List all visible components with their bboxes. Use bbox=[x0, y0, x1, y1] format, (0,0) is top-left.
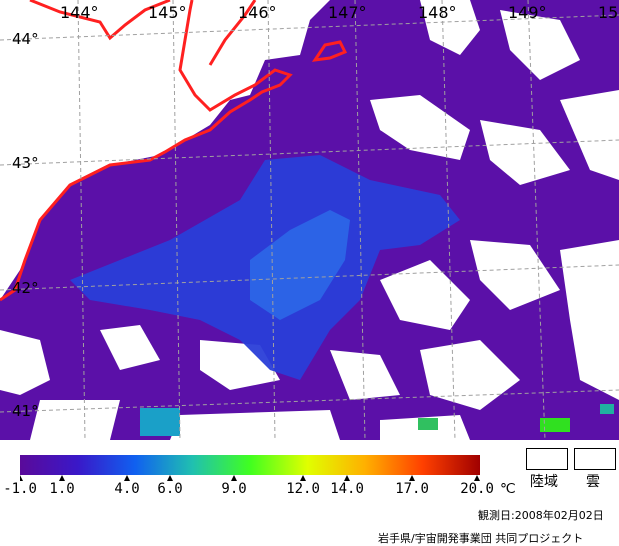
colorbar-tick-label: 6.0 bbox=[157, 481, 183, 497]
graticule bbox=[0, 0, 619, 440]
coastline-island bbox=[311, 40, 348, 62]
land-swatch bbox=[526, 448, 568, 470]
colorbar-unit: ℃ bbox=[500, 481, 516, 497]
credit-line: 岩手県/宇宙開発事業団 共同プロジェクト bbox=[378, 532, 584, 545]
colorbar-tick-mark bbox=[409, 475, 415, 481]
colorbar-tick-mark bbox=[474, 475, 480, 481]
lon-label-147: 147° bbox=[328, 3, 367, 22]
land-label: 陸域 bbox=[530, 474, 558, 490]
colorbar-tick-mark bbox=[59, 475, 65, 481]
colorbar-tick-label: 20.0 bbox=[460, 481, 494, 497]
lat-label-42: 42° bbox=[12, 279, 39, 297]
lon-label-145: 145° bbox=[148, 3, 187, 22]
colorbar bbox=[20, 455, 480, 481]
cold-water-core bbox=[250, 210, 350, 320]
colorbar-tick-mark bbox=[231, 475, 237, 481]
colorbar-tick-mark bbox=[20, 475, 23, 481]
colorbar-tick-label: -1.0 bbox=[3, 481, 37, 497]
cloud-swatch bbox=[574, 448, 616, 470]
lat-label-44: 44° bbox=[12, 30, 39, 48]
colorbar-gradient bbox=[20, 455, 480, 475]
lon-label-149: 149° bbox=[508, 3, 547, 22]
lon-label-148: 148° bbox=[418, 3, 457, 22]
coastline-peninsula bbox=[208, 0, 257, 66]
colorbar-tick-mark bbox=[124, 475, 130, 481]
colorbar-tick-label: 1.0 bbox=[49, 481, 75, 497]
lat-label-43: 43° bbox=[12, 154, 39, 172]
colorbar-tick-label: 17.0 bbox=[395, 481, 429, 497]
colorbar-tick-marks bbox=[20, 475, 480, 481]
coastline-north bbox=[29, 0, 171, 41]
colorbar-tick-label: 14.0 bbox=[330, 481, 364, 497]
colorbar-tick-label: 9.0 bbox=[221, 481, 247, 497]
lon-label-150: 15 bbox=[598, 3, 618, 22]
lon-label-144: 144° bbox=[60, 3, 99, 22]
observation-date: 観測日:2008年02月02日 bbox=[478, 509, 604, 522]
lat-label-41: 41° bbox=[12, 402, 39, 420]
lon-label-146: 146° bbox=[238, 3, 277, 22]
colorbar-tick-label: 4.0 bbox=[114, 481, 140, 497]
colorbar-tick-label: 12.0 bbox=[286, 481, 320, 497]
coastline-hokkaido bbox=[0, 0, 293, 302]
warm-water-patches bbox=[140, 404, 614, 436]
colorbar-tick-mark bbox=[300, 475, 306, 481]
sea-surface-temperature-map: 144° 145° 146° 147° 148° 149° 15 44° 43°… bbox=[0, 0, 619, 440]
colorbar-tick-mark bbox=[344, 475, 350, 481]
cloud-label: 雲 bbox=[586, 474, 600, 490]
colorbar-tick-mark bbox=[167, 475, 173, 481]
